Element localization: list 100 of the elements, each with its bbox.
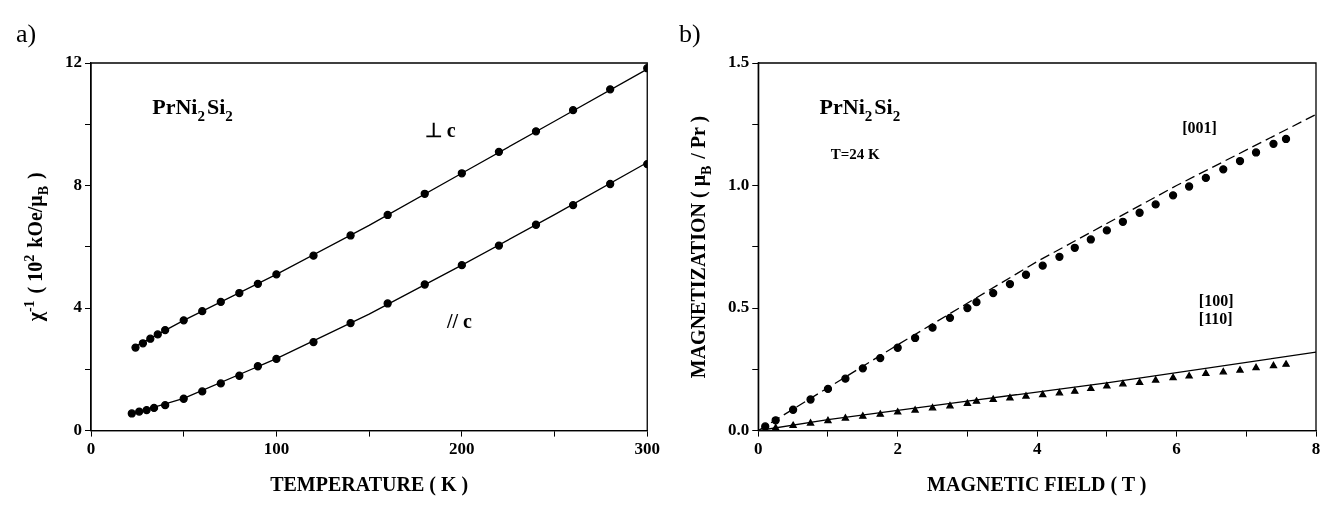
point: [928, 323, 937, 332]
point: [135, 407, 144, 416]
point: [972, 397, 981, 404]
point: [216, 379, 225, 388]
point: [963, 399, 972, 407]
point: [1005, 279, 1015, 289]
point: [1118, 217, 1128, 226]
point: [179, 394, 188, 403]
point: [1185, 372, 1193, 379]
x-tick-label: 6: [1172, 439, 1181, 459]
annotation: [110]: [1198, 310, 1233, 327]
point: [1135, 208, 1144, 217]
point: [606, 85, 615, 94]
point: [420, 189, 429, 198]
point: [761, 422, 770, 431]
point: [1269, 361, 1278, 369]
point: [1281, 134, 1291, 144]
point: [253, 279, 263, 289]
point: [494, 241, 504, 250]
point: [309, 337, 318, 347]
x-tick-label: 0: [754, 439, 763, 459]
point: [149, 403, 159, 413]
point: [1070, 243, 1079, 252]
point: [1119, 379, 1127, 387]
point: [457, 169, 466, 178]
point: [858, 364, 867, 373]
y-tick-label: 0.5: [728, 297, 750, 317]
point: [1168, 191, 1178, 200]
point: [1135, 378, 1144, 385]
point: [1022, 392, 1030, 399]
x-axis-title: TEMPERATURE ( K ): [270, 473, 469, 496]
point: [859, 412, 867, 419]
point: [1071, 387, 1079, 394]
chart-title: b): [679, 19, 701, 48]
point: [806, 419, 815, 426]
point: [1055, 252, 1064, 261]
point: [823, 384, 833, 394]
x-tick-label: 0: [86, 439, 96, 459]
point: [1201, 173, 1210, 183]
x-tick-label: 8: [1311, 439, 1321, 459]
y-axis-title: MAGNETIZATION ( μB / Pr ): [687, 115, 714, 379]
point: [893, 343, 902, 352]
point: [841, 374, 850, 383]
point: [841, 414, 850, 421]
y-tick-label: 4: [73, 297, 83, 317]
point: [806, 395, 815, 404]
point: [127, 409, 136, 418]
point: [531, 127, 541, 136]
y-tick-label: 8: [73, 174, 82, 194]
point: [989, 395, 997, 402]
point: [1269, 139, 1278, 149]
point: [420, 280, 429, 289]
point: [131, 343, 140, 352]
point: [963, 303, 972, 313]
y-tick-label: 1.0: [728, 174, 750, 194]
point: [606, 179, 615, 189]
point: [142, 405, 151, 415]
point: [153, 330, 162, 339]
point: [911, 406, 919, 413]
point: [309, 251, 318, 260]
point: [788, 405, 798, 414]
point: [1251, 148, 1261, 157]
point: [972, 298, 981, 307]
point: [346, 231, 355, 240]
point: [568, 106, 578, 115]
point: [198, 387, 207, 396]
point: [1087, 384, 1095, 392]
point: [946, 401, 954, 409]
y-tick-label: 0.0: [728, 419, 750, 439]
point: [1219, 165, 1228, 174]
annotation: [100]: [1198, 291, 1234, 309]
point: [1039, 390, 1047, 398]
point: [789, 421, 797, 429]
point: [198, 306, 207, 316]
y-tick-label: 0: [73, 419, 82, 439]
point: [568, 200, 578, 210]
point: [1219, 367, 1227, 375]
point: [1038, 261, 1047, 270]
x-tick-label: 100: [263, 439, 290, 459]
point: [138, 339, 148, 348]
point: [161, 325, 170, 335]
point: [876, 410, 884, 417]
chart-title: a): [16, 19, 37, 48]
point: [179, 316, 188, 325]
point: [235, 288, 244, 298]
point: [1103, 381, 1111, 389]
annotation: ⊥ c: [424, 118, 456, 141]
point: [1252, 363, 1260, 371]
point: [1151, 200, 1160, 209]
y-tick-label: 12: [65, 52, 82, 72]
point: [910, 333, 920, 343]
point: [928, 403, 937, 411]
point: [1202, 369, 1210, 376]
y-tick-label: 1.5: [728, 52, 750, 72]
annotation: T=24 K: [830, 145, 881, 162]
point: [989, 288, 998, 298]
point: [1282, 360, 1290, 367]
x-tick-label: 300: [634, 439, 660, 459]
point: [161, 401, 170, 410]
point: [253, 362, 263, 371]
